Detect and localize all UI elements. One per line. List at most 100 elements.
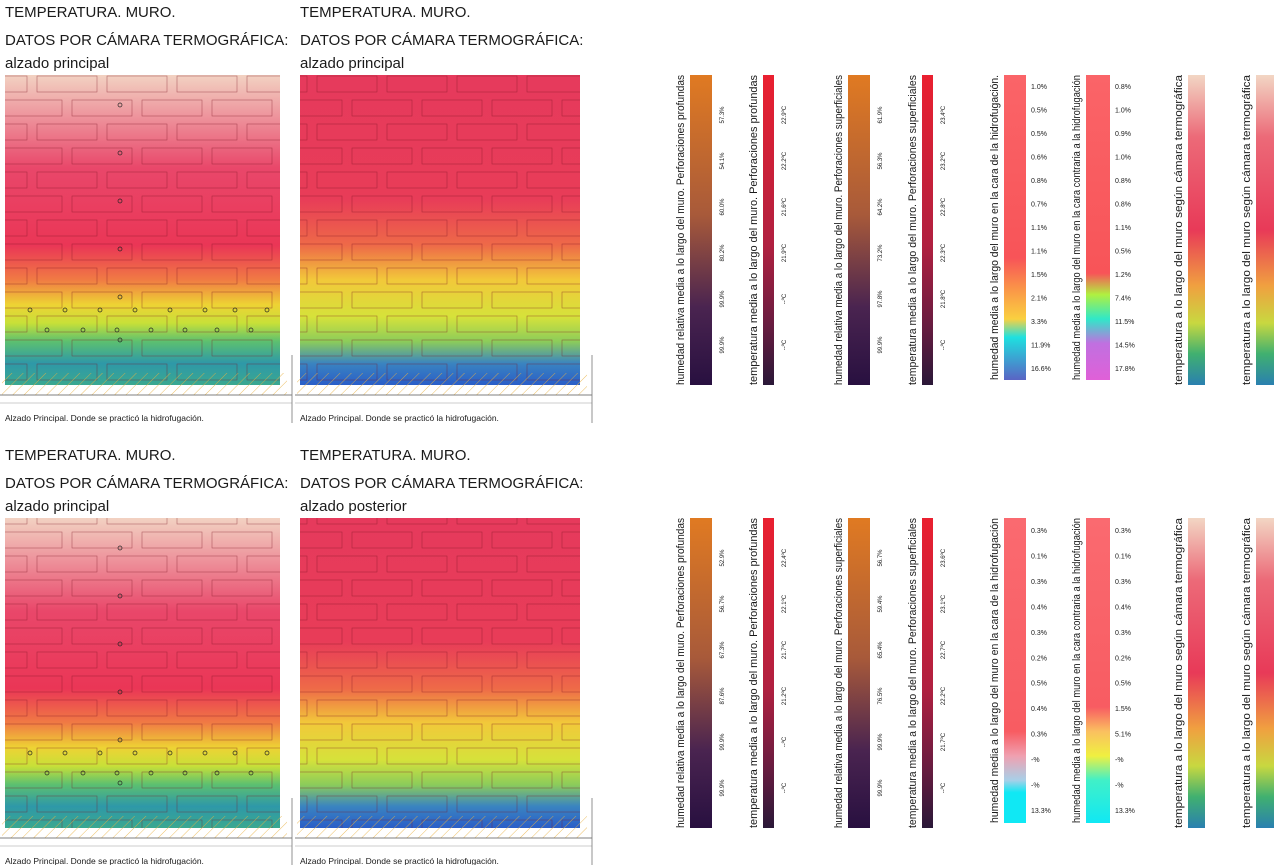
scale-value: 1.1% [1031, 248, 1047, 255]
drill-hole [214, 327, 220, 333]
scale-label: temperatura media a lo largo del muro. P… [907, 518, 919, 828]
scale-value: 99.9% [720, 779, 726, 797]
scale-label: humedad media a lo largo del muro en la … [1071, 518, 1083, 823]
color-scale [922, 518, 933, 828]
scale-value: 0.6% [1031, 155, 1047, 162]
drill-hole [117, 593, 123, 599]
color-scale [763, 75, 774, 385]
scale-value: 56.3% [878, 152, 884, 170]
scale-label: temperatura a lo largo del muro según cá… [1241, 517, 1253, 828]
scale-value: 0.5% [1115, 248, 1131, 255]
scale-value: 0.1% [1031, 554, 1047, 561]
scale-value: 22.8ºC [940, 197, 947, 216]
scale-value: 0.8% [1031, 178, 1047, 185]
scale-strip: humedad media a lo largo del muro en la … [989, 75, 1051, 380]
thermal-panel: TEMPERATURA. MURO. DATOS POR CÁMARA TERMO… [295, 4, 593, 423]
scale-label: humedad relativa media a lo largo del mu… [675, 518, 687, 828]
scale-value: 0.2% [1031, 655, 1047, 662]
scale-value: 99.9% [720, 290, 726, 308]
scale-value: 22.3ºC [940, 243, 947, 262]
panel-title: DATOS POR CÁMARA TERMOGRÁFICA: [5, 32, 288, 49]
foundation-hatch [297, 816, 587, 838]
panel-title: TEMPERATURA. MURO. [5, 4, 176, 21]
scale-value: 65.4% [878, 641, 884, 659]
drill-hole [182, 770, 188, 776]
drill-hole [27, 750, 33, 756]
scale-value: -% [1115, 757, 1124, 764]
scale-value: --ºC [781, 736, 788, 747]
drill-hole [62, 750, 68, 756]
scale-value: 99.9% [878, 336, 884, 354]
drill-hole [248, 327, 254, 333]
scale-value: 99.9% [720, 733, 726, 751]
drill-hole [202, 307, 208, 313]
scale-value: 17.8% [1115, 366, 1135, 373]
drill-hole [132, 307, 138, 313]
brick-outline [5, 518, 280, 828]
scale-label: humedad media a lo largo del muro en la … [1071, 75, 1083, 380]
drill-hole [114, 327, 120, 333]
scale-value: -% [1115, 782, 1124, 789]
scale-value: 22.2ºC [940, 686, 947, 705]
scale-value: 0.3% [1115, 579, 1131, 586]
scale-value: --ºC [940, 782, 947, 793]
scale-value: -% [1031, 757, 1040, 764]
scale-value: 0.8% [1115, 178, 1131, 185]
drill-hole [117, 641, 123, 647]
scale-value: 61.9% [878, 106, 884, 124]
color-scale [922, 75, 933, 385]
panel-title: TEMPERATURA. MURO. [5, 447, 176, 464]
drill-hole [62, 307, 68, 313]
scale-strip: humedad media a lo largo del muro en la … [1071, 518, 1135, 823]
scale-strip: temperatura media a lo largo del muro. P… [907, 518, 947, 828]
drill-hole [232, 750, 238, 756]
color-scale [1256, 518, 1274, 828]
drill-hole [132, 750, 138, 756]
drill-hole [117, 150, 123, 156]
drill-hole [117, 102, 123, 108]
scale-value: 76.5% [878, 687, 884, 705]
scale-value: 2.1% [1031, 295, 1047, 302]
color-scale [848, 75, 870, 385]
scale-value: 23.6ºC [940, 548, 947, 567]
panel-subtitle: alzado posterior [300, 498, 407, 515]
scale-value: 0.3% [1115, 528, 1131, 535]
scale-value: 0.1% [1115, 554, 1131, 561]
drill-hole [248, 770, 254, 776]
scale-strip: temperatura media a lo largo del muro. P… [748, 518, 788, 828]
thermal-panel: TEMPERATURA. MURO. DATOS POR CÁMARA TERMO… [0, 447, 293, 865]
scale-value: 0.4% [1031, 706, 1047, 713]
scale-value: 0.3% [1031, 630, 1047, 637]
scale-label: temperatura media a lo largo del muro. P… [907, 75, 919, 385]
scale-value: 60.0% [720, 198, 726, 216]
scale-value: --ºC [781, 293, 788, 304]
color-scale [1188, 75, 1205, 385]
drill-hole [117, 294, 123, 300]
scale-strip: humedad media a lo largo del muro en la … [989, 518, 1051, 823]
scale-label: humedad relativa media a lo largo del mu… [833, 75, 845, 385]
panel-caption: Alzado Principal. Donde se practicó la h… [300, 413, 499, 423]
scale-value: 0.3% [1031, 732, 1047, 739]
scale-value: 87.6% [720, 687, 726, 705]
drill-hole [97, 307, 103, 313]
drill-hole [264, 307, 270, 313]
scale-value: 0.4% [1031, 604, 1047, 611]
panel-title: TEMPERATURA. MURO. [300, 447, 471, 464]
drill-hole [117, 689, 123, 695]
panel-title: DATOS POR CÁMARA TERMOGRÁFICA: [5, 475, 288, 492]
drill-hole [264, 750, 270, 756]
scale-value: 54.1% [720, 152, 726, 170]
foundation-hatch [2, 373, 287, 395]
scale-value: 21.9ºC [781, 243, 788, 262]
brick-outline [300, 75, 580, 385]
scale-value: 67.3% [720, 641, 726, 659]
panel-subtitle: alzado principal [5, 55, 109, 72]
panel-title: TEMPERATURA. MURO. [300, 4, 471, 21]
scale-strip: temperatura a lo largo del muro según cá… [1173, 74, 1205, 385]
color-scale [763, 518, 774, 828]
drill-hole [97, 750, 103, 756]
scale-value: 73.2% [878, 244, 884, 262]
drill-hole [167, 750, 173, 756]
scale-strip: humedad relativa media a lo largo del mu… [833, 518, 884, 828]
